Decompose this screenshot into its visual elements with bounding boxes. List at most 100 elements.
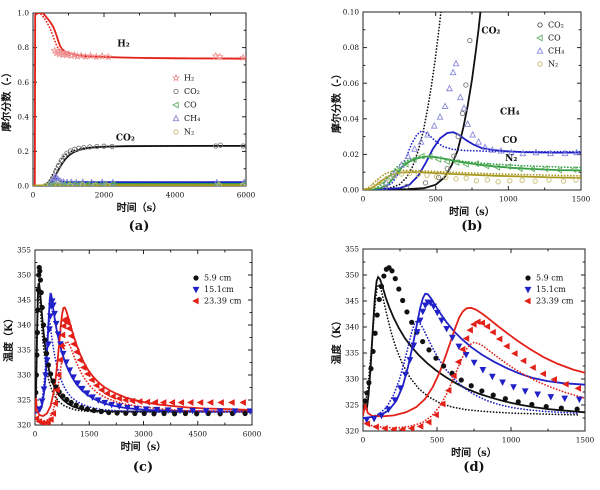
data-point-marker — [42, 372, 50, 379]
data-point-marker — [100, 181, 107, 186]
y-tick-label: 335 — [345, 349, 359, 358]
y-tick-label: 325 — [345, 401, 359, 410]
y-tick-label: 345 — [345, 297, 359, 306]
data-point-marker — [510, 384, 517, 391]
data-point-marker — [519, 357, 527, 365]
data-point-marker — [94, 397, 102, 404]
data-point-marker — [433, 309, 441, 317]
y-tick-label: 340 — [17, 321, 31, 330]
data-point-marker — [61, 153, 67, 159]
data-point-marker — [481, 143, 489, 150]
y-tick-label: 0.06 — [343, 79, 360, 88]
legend-label: H₂ — [184, 74, 194, 83]
data-point-marker — [98, 386, 105, 394]
data-point-marker — [381, 425, 388, 431]
chart-d-svg: 0 500 1000 1500 320 325 330 335 340 345 350 355 时间（s… — [330, 245, 595, 459]
panel-chart-b: 0 500 1000 1500 0.00 0.02 0.04 0.06 0.08 0.10 时间（s… — [300, 0, 600, 243]
data-point-marker — [562, 380, 569, 388]
data-point-marker — [161, 410, 167, 417]
y-tick-label: 350 — [345, 271, 359, 280]
series-d-d59-sim2-dotted — [363, 282, 579, 417]
y-tick-label: 0.08 — [343, 43, 360, 52]
data-point-marker — [51, 310, 58, 318]
data-point-marker — [80, 182, 86, 186]
data-point-marker — [547, 149, 554, 157]
data-point-marker — [569, 166, 577, 173]
x-tick-label: 500 — [429, 195, 443, 204]
legend-c: 5.9 cm 15.1cm 23.39 cm — [192, 274, 242, 306]
data-point-marker — [109, 143, 115, 150]
data-point-marker — [47, 371, 54, 377]
data-point-marker — [43, 350, 50, 357]
legend-marker-2 — [192, 286, 200, 294]
data-point-marker — [77, 51, 86, 60]
data-point-marker — [391, 397, 399, 404]
data-point-marker — [132, 410, 138, 417]
y-axis-label: 温度（K） — [330, 316, 343, 365]
data-point-marker — [38, 289, 44, 296]
legend-label: CO — [548, 34, 561, 43]
data-point-marker — [472, 160, 480, 168]
data-point-marker — [47, 416, 54, 423]
data-point-marker — [392, 276, 398, 282]
data-point-marker — [499, 379, 506, 386]
data-point-marker — [376, 296, 382, 303]
x-tick-label: 1500 — [572, 195, 591, 204]
data-point-marker — [400, 297, 406, 304]
data-point-marker — [377, 179, 383, 185]
data-point-marker — [515, 165, 523, 173]
data-point-marker — [443, 325, 450, 333]
data-point-marker — [109, 393, 116, 400]
data-point-marker — [488, 145, 496, 153]
chart-b-svg: 0 500 1000 1500 0.00 0.02 0.04 0.06 0.08 0.10 时间（s… — [330, 8, 591, 218]
series-c-d2339-exp — [35, 315, 246, 425]
data-point-marker — [391, 173, 397, 179]
data-point-marker — [455, 343, 463, 351]
data-point-marker — [402, 371, 409, 379]
series-a-n2-exp — [42, 182, 246, 186]
data-point-marker — [539, 370, 547, 378]
data-point-marker — [469, 130, 477, 138]
data-point-marker — [59, 350, 67, 358]
data-point-marker — [92, 382, 100, 389]
series-a-co2-sim2-dotted — [33, 145, 246, 186]
series-b-co-sim2-dotted — [363, 155, 581, 190]
data-point-marker — [443, 174, 449, 181]
data-point-marker — [136, 398, 143, 405]
data-point-marker — [49, 302, 57, 309]
data-point-marker — [458, 377, 464, 383]
data-point-marker — [488, 373, 496, 381]
data-point-marker — [444, 387, 452, 394]
data-point-marker — [82, 181, 90, 186]
data-point-marker — [443, 158, 450, 165]
data-point-marker — [451, 153, 457, 159]
data-point-marker — [55, 49, 64, 58]
data-point-marker — [101, 399, 109, 407]
data-point-marker — [432, 411, 439, 419]
data-point-marker — [56, 356, 63, 364]
data-point-marker — [434, 155, 442, 163]
legend-marker-4 — [172, 114, 180, 122]
data-point-marker — [374, 312, 380, 318]
data-point-marker — [67, 51, 76, 60]
data-point-marker — [128, 397, 136, 405]
data-point-marker — [168, 399, 176, 406]
data-point-marker — [217, 142, 224, 148]
data-point-marker — [50, 378, 56, 384]
data-point-marker — [415, 171, 421, 177]
data-point-marker — [88, 178, 96, 186]
data-point-marker — [54, 331, 62, 338]
data-point-marker — [483, 323, 491, 330]
data-point-marker — [115, 403, 123, 410]
series-b-co2-exp — [382, 37, 473, 190]
data-point-marker — [73, 402, 79, 408]
data-point-marker — [555, 166, 562, 174]
series-d-d151-sim2-dotted — [363, 319, 578, 420]
data-point-marker — [573, 177, 579, 183]
data-point-marker — [196, 399, 204, 406]
data-point-marker — [83, 390, 91, 397]
y-tick-label: 330 — [17, 371, 31, 380]
data-point-marker — [65, 325, 72, 332]
data-point-marker — [98, 51, 107, 60]
data-point-marker — [242, 410, 248, 417]
